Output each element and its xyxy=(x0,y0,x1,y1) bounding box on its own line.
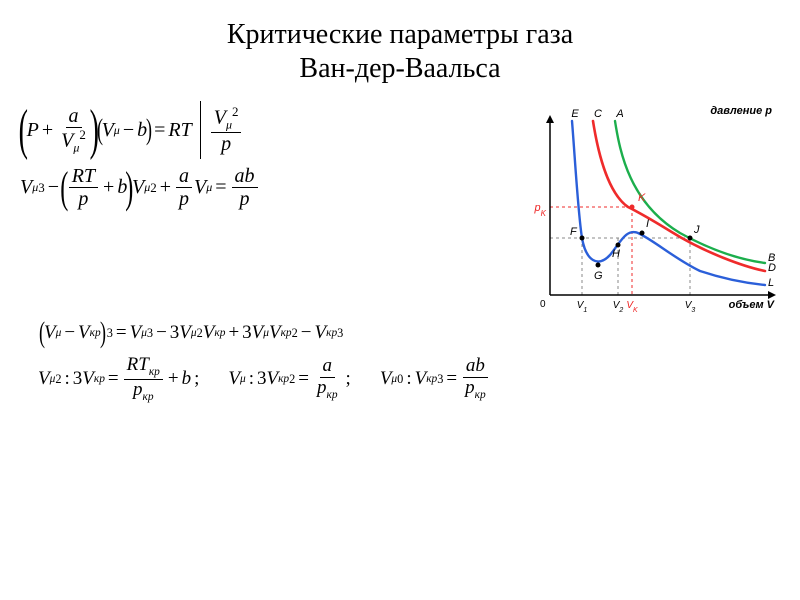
svg-text:C: C xyxy=(594,108,602,120)
title-line-1: Критические параметры газа xyxy=(227,19,573,50)
slide-title: Критические параметры газа Ван-дер-Вааль… xyxy=(0,0,800,85)
svg-text:L: L xyxy=(768,277,774,289)
svg-text:G: G xyxy=(594,270,603,282)
svg-text:E: E xyxy=(571,108,579,120)
svg-text:объем V: объем V xyxy=(729,299,776,311)
eq-coef-Vmu2: Vμ2 : 3 Vкр = RTкр pкр + b ; xyxy=(38,355,202,403)
frac-a-over-Vmu2: a Vμ2 xyxy=(58,105,89,155)
svg-text:J: J xyxy=(693,224,700,236)
eq-coef-Vmu0: Vμ0 : Vкр3 = ab pкр xyxy=(380,356,491,401)
svg-text:VK: VK xyxy=(626,300,638,314)
eq-binomial-expansion: ( Vμ − Vкр )3 = Vμ3 − 3 Vμ2 Vкр + 3 Vμ V… xyxy=(20,317,780,345)
frac-a-over-p: a p xyxy=(176,165,192,210)
eq-cubic-expanded: Vμ3 − ( RT p + b ) Vμ2 + a p Vμ = ab p xyxy=(20,165,520,210)
svg-text:pK: pK xyxy=(534,202,547,218)
svg-text:H: H xyxy=(612,248,620,260)
svg-text:D: D xyxy=(768,262,776,274)
svg-text:F: F xyxy=(570,226,578,238)
frac-RT-over-p: RT p xyxy=(69,165,98,210)
eq-coef-Vmu1: Vμ : 3 Vкр2 = a pкр ; xyxy=(228,356,353,401)
svg-text:V1: V1 xyxy=(577,300,588,314)
divider-bar xyxy=(200,101,201,159)
svg-text:V3: V3 xyxy=(685,300,696,314)
svg-text:V2: V2 xyxy=(613,300,624,314)
svg-text:K: K xyxy=(638,192,646,204)
svg-text:давление p: давление p xyxy=(710,105,772,117)
op-plus: + xyxy=(42,119,53,142)
chart-container: давление pABCDELKFGHIJpK0V1V2VKV3объем V xyxy=(520,95,780,317)
eq-van-der-waals: ( P + a Vμ2 ) ( Vμ − b ) = RT Vμ2 p xyxy=(20,101,520,159)
title-line-2: Ван-дер-Ваальса xyxy=(299,53,500,84)
frac-ab-over-p: ab p xyxy=(232,165,258,210)
svg-text:I: I xyxy=(646,218,649,230)
pv-isotherm-chart: давление pABCDELKFGHIJpK0V1V2VKV3объем V xyxy=(520,103,778,317)
svg-text:0: 0 xyxy=(540,299,546,310)
eq-coefficient-comparison: Vμ2 : 3 Vкр = RTкр pкр + b ; Vμ : 3 Vкр2… xyxy=(20,345,780,403)
sym-P: P xyxy=(27,119,39,142)
equations-column: ( P + a Vμ2 ) ( Vμ − b ) = RT Vμ2 p Vμ3 … xyxy=(20,95,520,216)
svg-text:A: A xyxy=(615,108,623,120)
frac-Vmu2-over-p: Vμ2 p xyxy=(211,105,242,155)
